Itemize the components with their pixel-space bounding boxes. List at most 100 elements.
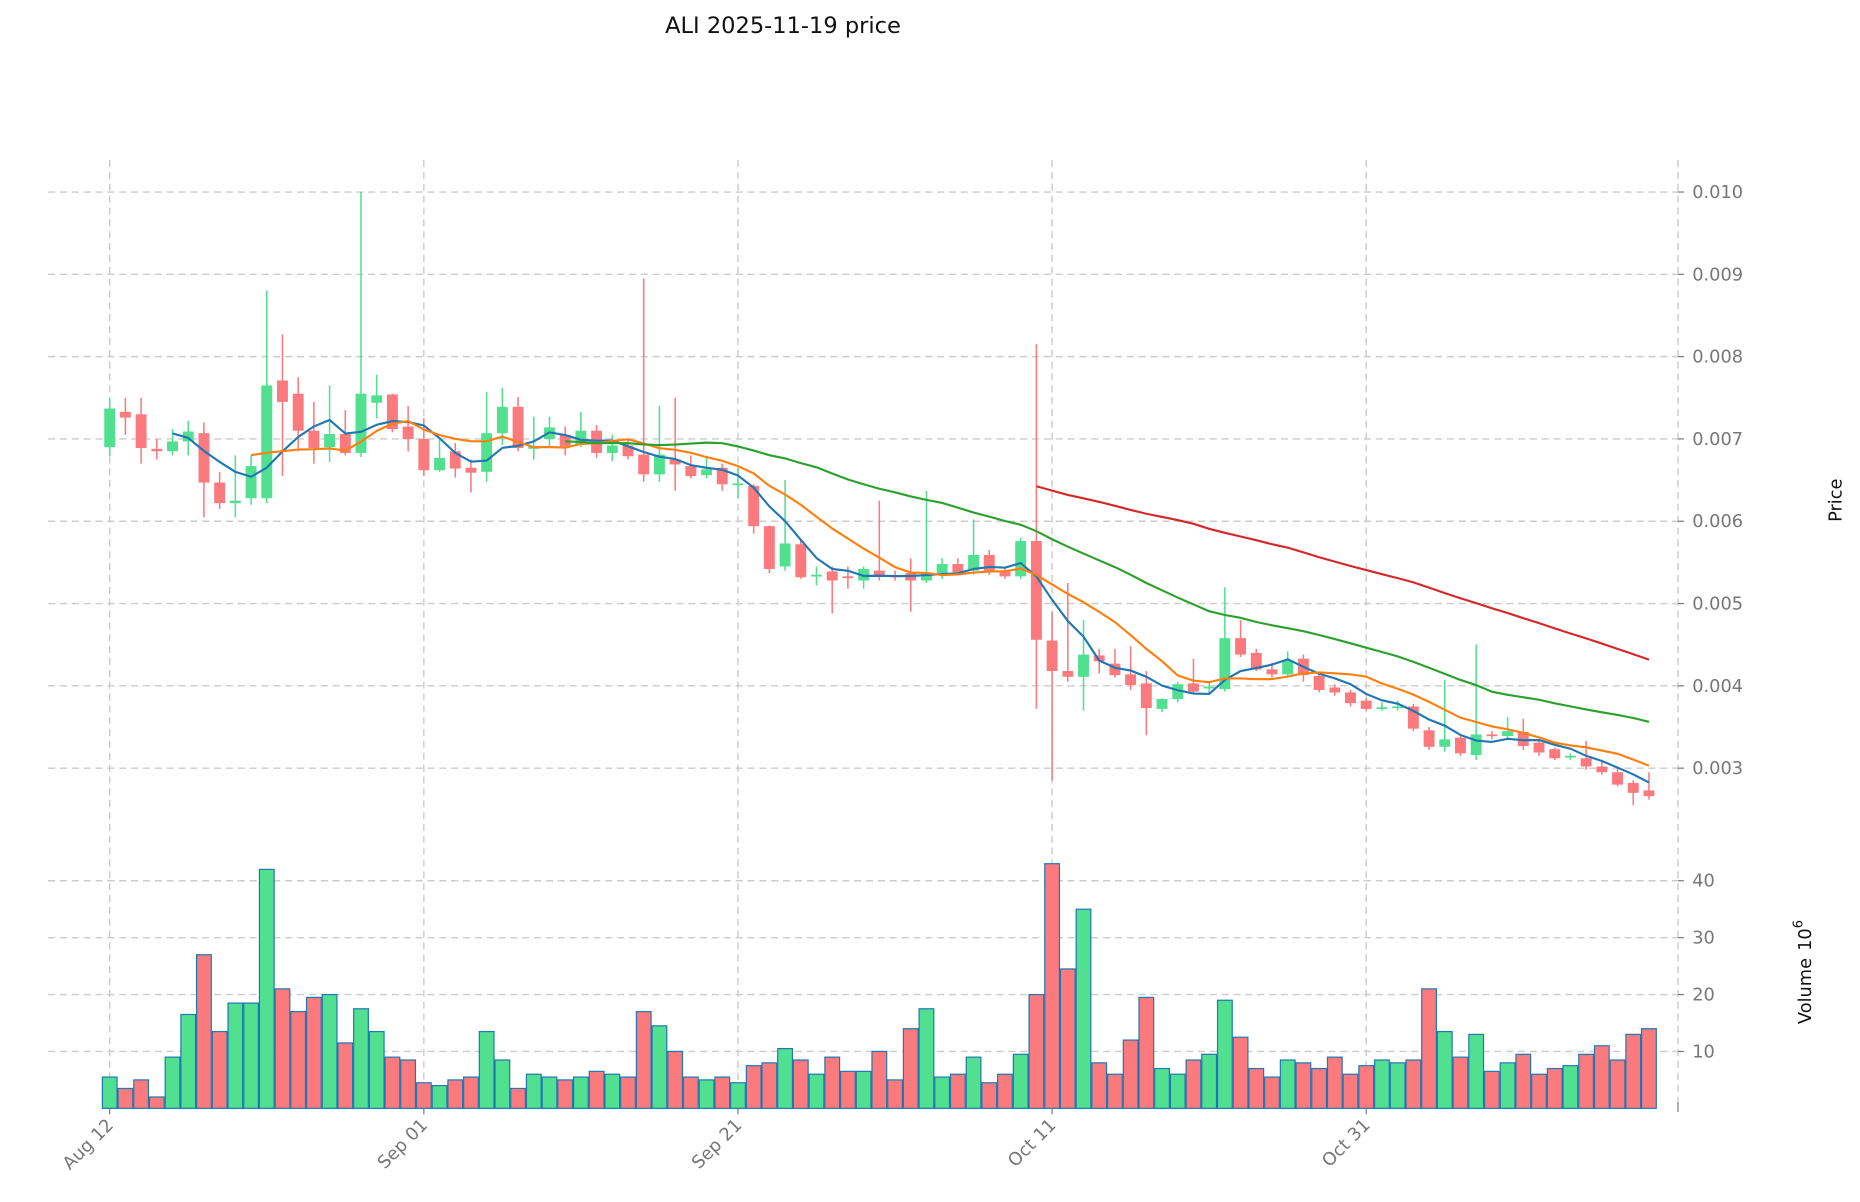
candle-body — [983, 554, 995, 571]
ma10-line — [250, 419, 1650, 767]
volume-bar — [1326, 1056, 1343, 1109]
candle-body — [669, 459, 681, 465]
candle-body — [1329, 687, 1341, 693]
candle-body — [182, 431, 194, 442]
volume-bar — [1091, 1062, 1108, 1109]
volume-bar — [777, 1048, 794, 1109]
candle-body — [1093, 655, 1105, 662]
price-tick-label: 0.006 — [1692, 511, 1743, 532]
candle-body — [1627, 782, 1639, 793]
ma30-line — [565, 440, 1650, 723]
volume-bar — [1075, 908, 1092, 1109]
volume-bar — [415, 1082, 432, 1109]
volume-bar — [698, 1079, 715, 1109]
candle-body — [1172, 684, 1184, 700]
candle-body — [324, 434, 336, 448]
volume-bar — [148, 1096, 165, 1109]
volume-bar — [808, 1073, 825, 1109]
volume-bar — [337, 1042, 354, 1109]
volume-bar — [400, 1059, 417, 1109]
candle-body — [277, 380, 288, 402]
volume-bar — [1169, 1073, 1186, 1109]
volume-tick-label: 30 — [1692, 928, 1715, 949]
volume-bar — [384, 1056, 401, 1109]
volume-bar — [274, 988, 291, 1109]
volume-bar — [1295, 1062, 1312, 1109]
candle-body — [1643, 790, 1655, 797]
candle-body — [1486, 734, 1498, 737]
candle-body — [1455, 737, 1466, 754]
candle-body — [119, 411, 131, 418]
volume-bar — [1248, 1067, 1265, 1109]
volume-bar — [1405, 1059, 1422, 1109]
candle-body — [386, 394, 398, 430]
date-tick-label: Oct 11 — [1004, 1115, 1061, 1172]
candle-body — [1502, 731, 1514, 737]
volume-bar — [604, 1073, 621, 1109]
candle-body — [1345, 692, 1356, 704]
candle-body — [716, 467, 728, 485]
date-tick-label: Sep 21 — [688, 1115, 747, 1174]
volume-bar — [1625, 1033, 1642, 1109]
volume-bar — [494, 1059, 511, 1109]
volume-bar — [431, 1085, 448, 1109]
volume-bar — [1185, 1059, 1202, 1109]
volume-label-exponent: 6 — [1791, 920, 1806, 928]
volume-bar — [1154, 1067, 1170, 1109]
ma5-line — [172, 418, 1650, 784]
candle-body — [308, 430, 320, 448]
volume-bar — [117, 1087, 134, 1109]
price-tick-label: 0.007 — [1692, 429, 1743, 450]
moving-average-lines — [172, 418, 1650, 784]
volume-bar — [1515, 1053, 1532, 1109]
volume-bar — [1373, 1059, 1390, 1109]
volume-bar — [1012, 1053, 1029, 1109]
candle-body — [936, 564, 948, 574]
candle-body — [245, 466, 257, 499]
price-candles — [104, 192, 1655, 806]
volume-bar — [918, 1008, 935, 1109]
candle-body — [1376, 707, 1388, 710]
candle-body — [826, 571, 838, 581]
volume-bar — [1389, 1062, 1406, 1109]
candle-body — [339, 434, 351, 453]
candle-body — [732, 483, 744, 486]
volume-bar — [258, 868, 275, 1109]
price-tick-label: 0.010 — [1692, 182, 1743, 203]
candle-body — [1266, 669, 1278, 675]
candle-body — [842, 576, 854, 579]
volume-bar — [1059, 968, 1076, 1109]
candle-body — [198, 433, 210, 483]
candle-body — [1282, 660, 1294, 675]
candle-body — [1219, 638, 1231, 690]
candle-body — [512, 406, 524, 448]
volume-label-base: 10 — [1795, 928, 1816, 951]
volume-bar — [541, 1076, 558, 1109]
candle-body — [151, 448, 163, 452]
price-tick-label: 0.009 — [1692, 264, 1743, 285]
date-tick-label: Sep 01 — [374, 1115, 433, 1174]
volume-bar — [1421, 988, 1437, 1109]
volume-bar — [557, 1079, 574, 1109]
volume-bar — [1546, 1067, 1563, 1109]
candle-body — [1360, 700, 1372, 709]
volume-bar — [588, 1070, 605, 1109]
candle-body — [1423, 730, 1435, 747]
volume-bar — [1311, 1067, 1328, 1109]
candle-body — [1062, 671, 1074, 677]
volume-bar — [211, 1030, 228, 1109]
candle-body — [1549, 749, 1561, 759]
volume-bar — [305, 996, 322, 1109]
volume-bar — [997, 1073, 1013, 1109]
chart-title: ALI 2025-11-19 price — [665, 13, 901, 39]
candle-body — [1596, 766, 1608, 773]
candle-body — [575, 430, 587, 445]
volume-bar — [463, 1076, 479, 1109]
volume-bar — [1264, 1076, 1280, 1109]
date-tick-label: Oct 31 — [1318, 1115, 1375, 1172]
volume-bar — [1358, 1065, 1375, 1109]
volume-bar — [871, 1050, 888, 1109]
candle-body — [653, 454, 665, 475]
volume-bar — [1138, 996, 1155, 1109]
